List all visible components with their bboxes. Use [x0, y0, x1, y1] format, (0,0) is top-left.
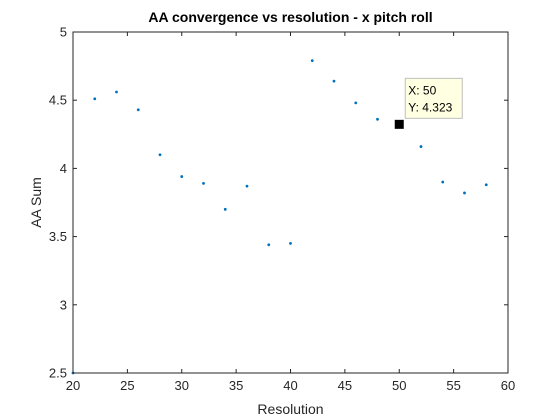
datatip-y-label: Y: 4.323	[408, 100, 452, 114]
data-point[interactable]	[115, 90, 118, 94]
data-point[interactable]	[202, 182, 205, 185]
y-tick-label: 3	[60, 297, 67, 312]
datatip-box	[404, 77, 463, 119]
x-tick-label: 40	[283, 378, 297, 393]
x-tick-label: 30	[175, 378, 189, 393]
datatip-marker[interactable]	[394, 119, 404, 129]
data-point[interactable]	[158, 153, 162, 157]
data-point[interactable]	[332, 79, 336, 83]
data-point[interactable]	[419, 145, 423, 148]
data-point[interactable]	[376, 117, 379, 121]
datatip[interactable]: X: 50 Y: 4.323	[394, 77, 463, 129]
x-tick-label: 55	[446, 378, 460, 393]
data-point[interactable]	[223, 207, 227, 211]
x-axis-title: Resolution	[257, 401, 323, 417]
y-tick-label: 3.5	[49, 229, 67, 244]
data-point[interactable]	[310, 59, 314, 63]
datatip-x-label: X: 50	[408, 83, 436, 97]
data-point[interactable]	[289, 242, 292, 245]
data-point[interactable]	[441, 180, 445, 184]
x-tick-label: 25	[120, 378, 134, 393]
y-tick-label: 2.5	[49, 366, 67, 381]
data-point[interactable]	[93, 97, 97, 101]
data-point[interactable]	[180, 175, 184, 178]
y-tick-label: 4	[60, 161, 67, 176]
x-tick-label: 50	[392, 378, 406, 393]
data-point[interactable]	[484, 183, 488, 187]
data-point[interactable]	[267, 243, 271, 247]
plot-frame	[72, 31, 509, 374]
data-point[interactable]	[245, 184, 249, 188]
x-tick-label: 60	[501, 378, 515, 393]
data-point[interactable]	[463, 191, 466, 195]
chart-title: AA convergence vs resolution - x pitch r…	[148, 9, 432, 25]
y-axis-title: AA Sum	[28, 177, 44, 228]
y-tick-label: 4.5	[49, 93, 67, 108]
data-point[interactable]	[354, 101, 358, 105]
data-point[interactable]	[136, 108, 140, 112]
x-tick-label: 35	[229, 378, 243, 393]
x-tick-label: 20	[66, 378, 80, 393]
x-tick-label: 45	[338, 378, 352, 393]
ticks-layer: 20 25 30 35 40 45 50 55 60 2.5 3 3.5 4 4.5 5	[49, 25, 515, 394]
y-tick-label: 5	[60, 25, 67, 40]
